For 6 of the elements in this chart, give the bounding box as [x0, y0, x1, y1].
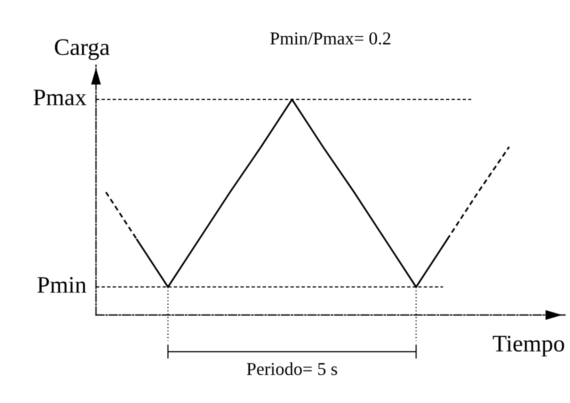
ref-line-label: Pmin: [37, 277, 86, 293]
y-axis-title: Carga: [54, 39, 110, 60]
text: Pmin/Pmax= 0.2: [270, 32, 390, 45]
text: Periodo= 5 s: [246, 362, 338, 376]
ref-line-label: Pmax: [34, 90, 86, 106]
x-axis-title: Tiempo: [492, 336, 564, 356]
